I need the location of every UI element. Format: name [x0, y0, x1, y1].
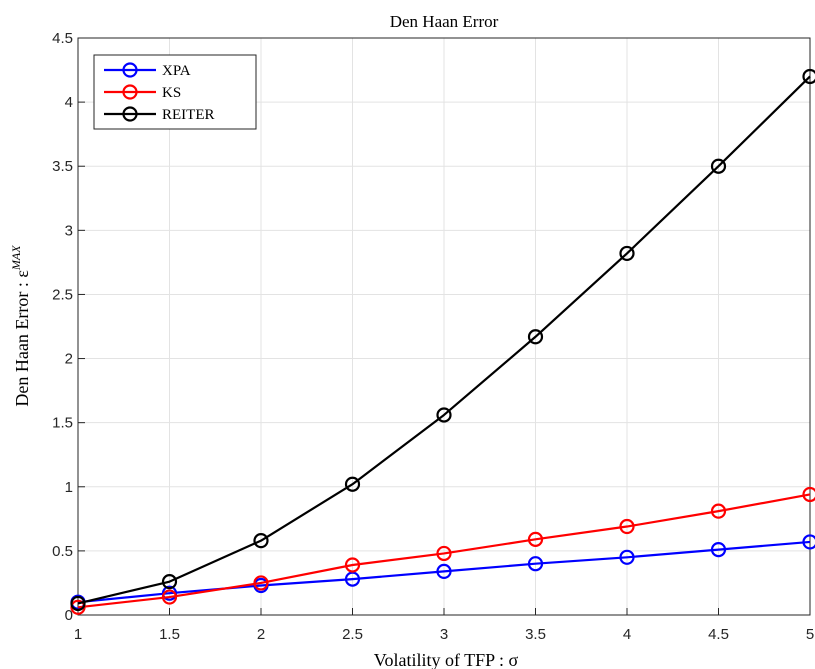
data-point-ks — [344, 557, 361, 573]
legend-marker-ks — [122, 84, 138, 100]
data-point-xpa — [344, 571, 361, 587]
y-tick-label: 0 — [65, 607, 73, 624]
legend-marker-reiter — [122, 106, 138, 122]
data-point-xpa — [619, 549, 635, 565]
y-tick-label: 3.5 — [52, 158, 73, 175]
series-line-ks — [77, 493, 811, 609]
x-axis-label: Volatility of TFP : σ — [374, 650, 519, 669]
x-tick-label: 2.5 — [342, 626, 363, 643]
y-axis-label-main: Den Haan Error : ε — [12, 270, 32, 407]
x-tick-label: 4 — [623, 626, 631, 643]
legend-label-ks: KS — [162, 85, 181, 101]
x-tick-label: 5 — [806, 626, 814, 643]
data-point-ks — [436, 545, 452, 562]
y-tick-label: 1.5 — [52, 415, 73, 432]
data-point-xpa — [436, 563, 452, 580]
y-tick-label: 0.5 — [52, 543, 73, 560]
data-point-xpa — [527, 556, 544, 572]
data-point-xpa — [710, 542, 727, 558]
series-lines — [70, 68, 815, 615]
data-point-reiter — [344, 476, 361, 492]
x-tick-label: 3 — [440, 626, 448, 643]
y-tick-label: 3 — [65, 222, 73, 239]
data-point-ks — [161, 589, 178, 605]
data-point-ks — [527, 531, 544, 547]
chart-title: Den Haan Error — [390, 12, 499, 31]
series-line-reiter — [77, 75, 811, 605]
data-point-ks — [802, 486, 815, 503]
data-point-reiter — [527, 329, 544, 345]
data-point-reiter — [710, 158, 727, 174]
legend: XPA KS REITER — [93, 54, 257, 130]
y-axis-label: Den Haan Error : εMAX — [9, 245, 32, 407]
x-tick-label: 3.5 — [525, 626, 546, 643]
data-point-reiter — [253, 533, 269, 549]
legend-label-reiter: REITER — [162, 107, 215, 123]
data-point-ks — [253, 575, 269, 591]
y-tick-label: 4 — [65, 94, 73, 111]
data-point-reiter — [802, 68, 815, 85]
y-tick-label: 2 — [65, 351, 73, 368]
data-point-reiter — [70, 595, 86, 612]
series-line-xpa — [77, 540, 811, 604]
legend-marker-xpa — [122, 62, 138, 78]
y-tick-label: 2.5 — [52, 286, 73, 303]
x-axis-ticks: 1 1.5 2 2.5 3 3.5 4 4.5 5 — [74, 608, 814, 643]
y-axis-label-superscript: MAX — [9, 245, 23, 271]
x-tick-label: 1 — [74, 626, 82, 643]
data-point-xpa — [802, 534, 815, 550]
x-tick-label: 1.5 — [159, 626, 180, 643]
data-point-reiter — [619, 245, 635, 262]
y-tick-label: 4.5 — [52, 30, 73, 47]
data-point-reiter — [161, 574, 178, 590]
x-tick-label: 4.5 — [708, 626, 729, 643]
legend-label-xpa: XPA — [162, 63, 191, 79]
data-point-ks — [619, 518, 635, 535]
y-tick-label: 1 — [65, 479, 73, 496]
data-point-ks — [710, 503, 727, 519]
data-point-reiter — [436, 407, 452, 423]
y-axis-ticks: 0 0.5 1 1.5 2 2.5 3 3.5 4 4.5 — [52, 30, 85, 624]
x-tick-label: 2 — [257, 626, 265, 643]
